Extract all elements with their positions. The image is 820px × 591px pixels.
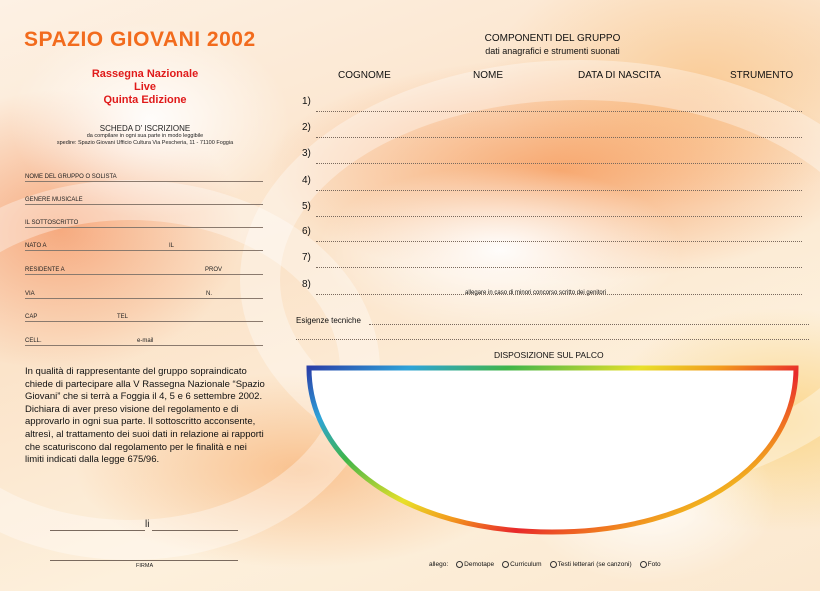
member-row[interactable]: 8) bbox=[302, 279, 802, 295]
allego-label: allego: bbox=[429, 561, 449, 568]
allego-options: allego: Demotape Curriculum Testi letter… bbox=[429, 561, 661, 568]
radio-icon[interactable] bbox=[549, 561, 557, 568]
nome-gruppo-field[interactable]: NOME DEL GRUPPO O SOLISTA bbox=[25, 158, 263, 182]
sottoscritto-label: IL SOTTOSCRITTO bbox=[25, 220, 79, 226]
rassegna-line: Quinta Edizione bbox=[103, 94, 187, 106]
column-data-nascita: DATA DI NASCITA bbox=[578, 70, 661, 81]
cap-label: CAP bbox=[25, 314, 38, 320]
member-row[interactable]: 3) bbox=[302, 148, 802, 164]
column-nome: NOME bbox=[473, 70, 503, 81]
rassegna-line: Rassegna Nazionale bbox=[91, 68, 199, 80]
row-number: 7) bbox=[302, 252, 311, 263]
column-cognome: COGNOME bbox=[338, 70, 391, 81]
radio-icon[interactable] bbox=[639, 561, 647, 568]
member-row[interactable]: 5) bbox=[302, 201, 802, 217]
member-row[interactable]: 1) bbox=[302, 96, 802, 112]
option-label: Demotape bbox=[464, 561, 495, 568]
option-demotape[interactable]: Demotape bbox=[456, 561, 494, 568]
row-number: 2) bbox=[302, 122, 311, 133]
genere-field[interactable]: GENERE MUSICALE bbox=[25, 181, 263, 205]
member-row[interactable]: 4) bbox=[302, 175, 802, 191]
rassegna-line: Live bbox=[133, 81, 156, 93]
firma-label: FIRMA bbox=[136, 563, 154, 569]
genere-label: GENERE MUSICALE bbox=[25, 197, 83, 203]
li-label: li bbox=[145, 519, 150, 530]
componenti-subtitle: dati anagrafici e strumenti suonati bbox=[485, 46, 620, 56]
radio-icon[interactable] bbox=[456, 561, 464, 568]
row-number: 6) bbox=[302, 226, 311, 237]
cap-field[interactable]: CAP TEL bbox=[25, 298, 263, 322]
option-curriculum[interactable]: Curriculum bbox=[502, 561, 542, 568]
option-foto[interactable]: Foto bbox=[639, 561, 661, 568]
componenti-header: COMPONENTI DEL GRUPPO dati anagrafici e … bbox=[430, 32, 675, 58]
radio-icon[interactable] bbox=[502, 561, 510, 568]
rassegna-block: Rassegna Nazionale Live Quinta Edizione bbox=[60, 68, 230, 107]
esigenze-field-2[interactable] bbox=[296, 330, 809, 340]
option-label: Foto bbox=[647, 561, 661, 568]
componenti-title: COMPONENTI DEL GRUPPO bbox=[484, 33, 621, 44]
scheda-address: spedire: Spazio Giovani Ufficio Cultura … bbox=[56, 140, 234, 146]
row-number: 8) bbox=[302, 279, 311, 290]
row-number: 3) bbox=[302, 148, 311, 159]
column-strumento: STRUMENTO bbox=[730, 70, 794, 81]
nato-a-label: NATO A bbox=[25, 243, 47, 249]
nato-field[interactable]: NATO A IL bbox=[25, 227, 263, 251]
palco-label: DISPOSIZIONE SUL PALCO bbox=[494, 350, 604, 360]
residente-label: RESIDENTE A bbox=[25, 267, 65, 273]
via-field[interactable]: VIA N. bbox=[25, 275, 263, 299]
cell-field[interactable]: CELL. e-mail bbox=[25, 322, 263, 346]
via-label: VIA bbox=[25, 291, 35, 297]
member-row[interactable]: 6) bbox=[302, 226, 802, 242]
option-label: Testi letterari (se canzoni) bbox=[557, 561, 632, 568]
row-number: 1) bbox=[302, 96, 311, 107]
row-number: 5) bbox=[302, 201, 311, 212]
sottoscritto-field[interactable]: IL SOTTOSCRITTO bbox=[25, 204, 263, 228]
place-field[interactable] bbox=[50, 520, 145, 531]
option-testi[interactable]: Testi letterari (se canzoni) bbox=[549, 561, 632, 568]
n-label: N. bbox=[206, 291, 212, 297]
minori-note: allegare in caso di minori concorso scri… bbox=[465, 290, 607, 296]
stage-area[interactable] bbox=[300, 360, 805, 540]
member-row[interactable]: 2) bbox=[302, 122, 802, 138]
prov-label: PROV bbox=[205, 267, 223, 273]
page-title: SPAZIO GIOVANI 2002 bbox=[24, 28, 256, 51]
scheda-title: SCHEDA D' ISCRIZIONE bbox=[99, 124, 191, 133]
member-row[interactable]: 7) bbox=[302, 252, 802, 268]
option-label: Curriculum bbox=[510, 561, 542, 568]
cell-label: CELL. bbox=[25, 338, 42, 344]
date-field[interactable] bbox=[152, 520, 238, 531]
row-number: 4) bbox=[302, 175, 311, 186]
tel-label: TEL bbox=[117, 314, 129, 320]
residente-field[interactable]: RESIDENTE A PROV bbox=[25, 251, 263, 275]
scheda-header: SCHEDA D' ISCRIZIONE da compilare in ogn… bbox=[25, 124, 265, 147]
stage-outline bbox=[306, 365, 799, 535]
esigenze-field[interactable] bbox=[369, 315, 809, 325]
declaration-text: In qualità di rappresentante del gruppo … bbox=[25, 366, 265, 466]
email-label: e-mail bbox=[137, 338, 154, 344]
signature-field[interactable] bbox=[50, 550, 238, 561]
il-label: IL bbox=[169, 243, 175, 249]
nome-gruppo-label: NOME DEL GRUPPO O SOLISTA bbox=[25, 174, 117, 180]
esigenze-label: Esigenze tecniche bbox=[296, 316, 361, 325]
scheda-instructions: da compilare in ogni sua parte in modo l… bbox=[86, 133, 204, 139]
